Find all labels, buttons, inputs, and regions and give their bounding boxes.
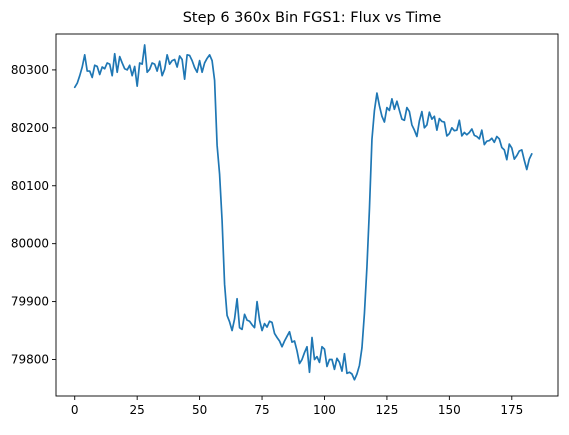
x-tick-label: 125 <box>375 403 398 417</box>
x-tick-label: 50 <box>192 403 207 417</box>
y-tick-label: 79800 <box>11 353 49 367</box>
y-tick-label: 80000 <box>11 237 49 251</box>
chart-title: Step 6 360x Bin FGS1: Flux vs Time <box>183 10 442 26</box>
x-tick-label: 175 <box>500 403 523 417</box>
x-tick-label: 150 <box>438 403 461 417</box>
y-tick-label: 79900 <box>11 295 49 309</box>
x-tick-label: 100 <box>313 403 336 417</box>
x-tick-label: 75 <box>254 403 269 417</box>
x-tick-label: 0 <box>71 403 79 417</box>
x-tick-label: 25 <box>130 403 145 417</box>
y-tick-label: 80200 <box>11 121 49 135</box>
y-tick-label: 80100 <box>11 179 49 193</box>
y-tick-label: 80300 <box>11 63 49 77</box>
